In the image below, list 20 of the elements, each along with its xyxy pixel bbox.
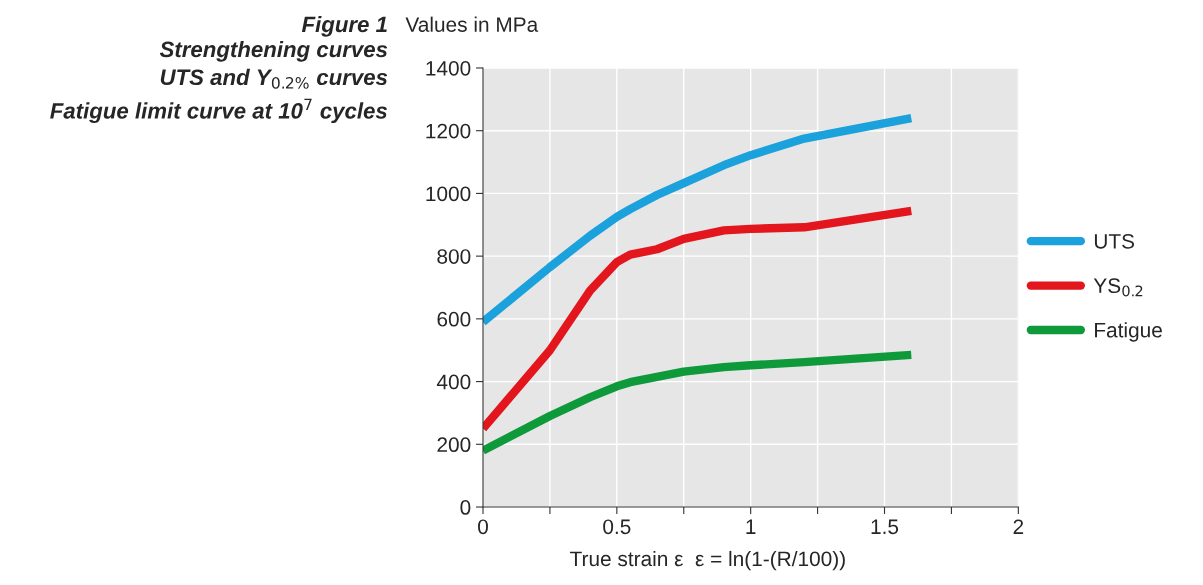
y-axis-title: Values in MPa	[405, 16, 539, 32]
y-tick-label: 600	[437, 311, 471, 327]
x-tick-label: 1	[746, 519, 756, 534]
x-tick-label: 0	[478, 519, 488, 535]
y-tick-label: 0	[460, 500, 471, 515]
y-tick-label: 1000	[426, 186, 471, 202]
y-tick-label: 1200	[426, 123, 471, 139]
text: Strengthening curves UTS and Y$_{0.2%}$ curves Fatigue limit curve at 10$^{7}$ cycles	[50, 40, 388, 124]
y-tick-label: 200	[437, 437, 471, 453]
x-axis-title: True strain ε ε = ln(1-(R/100))	[570, 550, 845, 571]
x-tick-label: 2	[1013, 519, 1024, 534]
x-tick-label: 1.5	[871, 519, 899, 535]
y-tick-label: 800	[437, 249, 471, 264]
legend-label: YS$_{0.2}$	[1093, 278, 1143, 297]
y-tick-label: 1400	[426, 60, 471, 76]
chart-title: Figure 1	[301, 15, 387, 37]
y-tick-label: 400	[436, 374, 471, 390]
legend-label: Fatigue	[1095, 322, 1162, 342]
legend-label: UTS	[1094, 233, 1135, 249]
x-tick-label: 0.5	[603, 519, 631, 535]
